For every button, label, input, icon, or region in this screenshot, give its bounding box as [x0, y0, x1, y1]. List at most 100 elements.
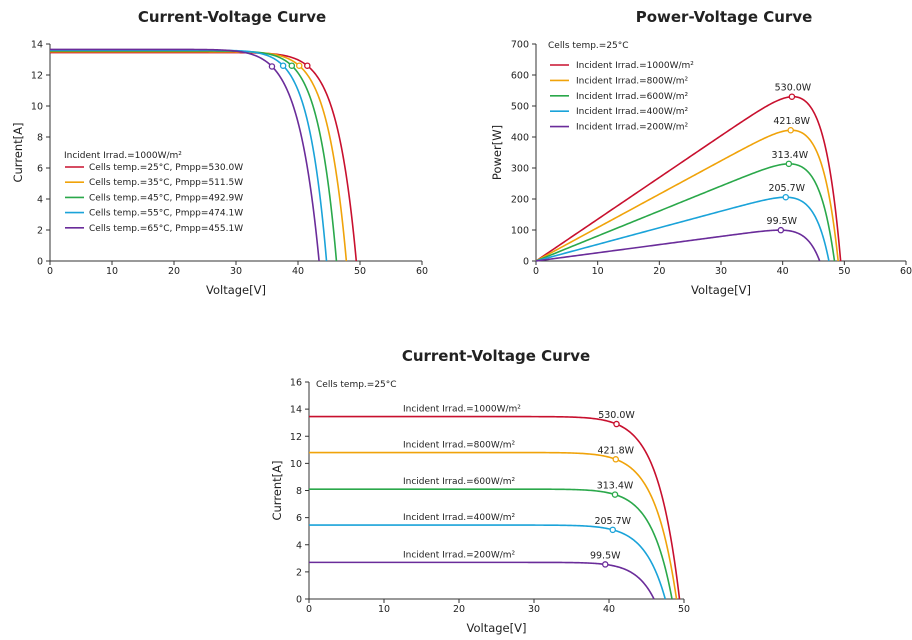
- y-tick-label: 10: [290, 459, 302, 470]
- series-label-5: Incident Irrad.=200W/m²: [403, 550, 516, 560]
- mpp-marker-5: [268, 63, 276, 70]
- x-tick-label: 20: [453, 604, 465, 615]
- x-tick-label: 30: [528, 604, 540, 615]
- series-line-4: [535, 196, 830, 262]
- mpp-marker-3: [288, 62, 296, 69]
- mpp-marker-2: [612, 456, 620, 463]
- legend-title: Incident Irrad.=1000W/m²: [64, 151, 182, 161]
- x-tick-label: 50: [838, 266, 850, 277]
- series-line-3: [535, 163, 836, 262]
- x-tick-label: 50: [678, 604, 690, 615]
- chart3-iv-irradiance: 0 10 20 30 40 50 0 2 4 6 8 10 12 14 16 Voltage[V] Curren…: [270, 378, 690, 636]
- x-tick-label: 0: [47, 266, 53, 277]
- x-axis-label: Voltage[V]: [691, 283, 751, 297]
- y-tick-label: 2: [37, 226, 43, 237]
- x-tick-label: 40: [292, 266, 304, 277]
- chart3-title: Current-Voltage Curve: [401, 347, 591, 365]
- peak-label-2: 421.8W: [773, 116, 810, 127]
- y-tick-label: 4: [37, 195, 43, 206]
- y-tick-label: 200: [511, 195, 529, 206]
- legend-label-4: Cells temp.=55°C, Pmpp=474.1W: [89, 209, 243, 219]
- series-line-1: [535, 95, 842, 262]
- y-axis-label: Current[A]: [11, 122, 25, 182]
- y-tick-label: 12: [31, 71, 43, 82]
- x-tick-label: 40: [603, 604, 615, 615]
- y-tick-label: 8: [37, 133, 43, 144]
- y-tick-label: 0: [523, 257, 529, 268]
- x-tick-label: 50: [354, 266, 366, 277]
- y-tick-label: 2: [296, 567, 302, 578]
- chart2-pv-irradiance: 0 10 20 30 40 50 600100200300400500600700Volta…: [490, 40, 912, 298]
- y-tick-label: 700: [511, 40, 529, 51]
- legend-label-5: Cells temp.=65°C, Pmpp=455.1W: [89, 224, 243, 234]
- y-axis-label: Power[W]: [490, 125, 504, 180]
- legend-label-5: Incident Irrad.=200W/m²: [576, 123, 689, 133]
- mpp-marker-1: [788, 93, 796, 100]
- x-tick-label: 10: [592, 266, 604, 277]
- legend-title: Cells temp.=25°C: [316, 380, 397, 390]
- y-tick-label: 300: [511, 164, 529, 175]
- y-tick-label: 6: [296, 513, 302, 524]
- x-tick-label: 20: [653, 266, 665, 277]
- y-tick-label: 12: [290, 432, 302, 443]
- legend-label-2: Cells temp.=35°C, Pmpp=511.5W: [89, 178, 243, 188]
- x-tick-label: 30: [715, 266, 727, 277]
- mpp-marker-2: [295, 62, 303, 69]
- y-tick-label: 100: [511, 226, 529, 237]
- peak-label-3: 313.4W: [772, 150, 809, 161]
- series-label-3: Incident Irrad.=600W/m²: [403, 477, 516, 487]
- mpp-label-4: 205.7W: [594, 516, 631, 527]
- x-tick-label: 60: [900, 266, 912, 277]
- mpp-marker-1: [613, 420, 620, 428]
- series-label-1: Incident Irrad.=1000W/m²: [403, 405, 521, 415]
- x-tick-label: 10: [106, 266, 118, 277]
- legend-label-2: Incident Irrad.=800W/m²: [576, 76, 689, 86]
- y-tick-label: 14: [290, 405, 302, 416]
- y-tick-label: 400: [511, 133, 529, 144]
- legend-title: Cells temp.=25°C: [548, 41, 629, 51]
- x-tick-label: 0: [306, 604, 312, 615]
- series-line-5: [309, 561, 655, 600]
- mpp-marker-5: [602, 561, 609, 568]
- y-tick-label: 4: [296, 540, 302, 551]
- x-tick-label: 30: [230, 266, 242, 277]
- mpp-label-5: 99.5W: [590, 550, 621, 561]
- series-line-3: [309, 488, 673, 600]
- peak-label-5: 99.5W: [767, 216, 798, 227]
- chart1-legend: Incident Irrad.=1000W/m² Cells temp.=25°C…: [64, 151, 243, 234]
- series-label-4: Incident Irrad.=400W/m²: [403, 513, 516, 523]
- y-tick-label: 10: [31, 102, 43, 113]
- legend-label-3: Cells temp.=45°C, Pmpp=492.9W: [89, 193, 243, 203]
- y-tick-label: 0: [37, 257, 43, 268]
- mpp-label-3: 313.4W: [597, 481, 634, 492]
- y-axis-label: Current[A]: [270, 460, 284, 520]
- y-tick-label: 500: [511, 102, 529, 113]
- series-line-1: [309, 415, 681, 600]
- x-tick-label: 60: [416, 266, 428, 277]
- series-line-5: [50, 48, 320, 262]
- y-tick-label: 8: [296, 486, 302, 497]
- x-tick-label: 0: [533, 266, 539, 277]
- y-tick-label: 16: [290, 378, 302, 389]
- x-axis-label: Voltage[V]: [467, 621, 527, 635]
- legend-label-1: Cells temp.=25°C, Pmpp=530.0W: [89, 163, 243, 173]
- x-tick-label: 40: [777, 266, 789, 277]
- x-tick-label: 10: [378, 604, 390, 615]
- mpp-marker-3: [611, 491, 619, 498]
- y-tick-label: 600: [511, 71, 529, 82]
- mpp-marker-4: [609, 526, 617, 534]
- legend-label-3: Incident Irrad.=600W/m²: [576, 92, 689, 102]
- chart1-iv-temperature: 0 10 20 30 40 50 60 0 2 4 6 8 10 12 14 Voltage[V] Curren…: [11, 40, 428, 298]
- y-tick-label: 14: [31, 40, 43, 51]
- mpp-marker-4: [279, 62, 287, 69]
- series-label-2: Incident Irrad.=800W/m²: [403, 441, 516, 451]
- series-line-2: [535, 129, 839, 262]
- mpp-marker-3: [785, 160, 793, 168]
- x-axis-label: Voltage[V]: [206, 283, 266, 297]
- chart2-legend: Cells temp.=25°C Incident Irrad.=1000W/m²…: [548, 41, 694, 133]
- mpp-marker-4: [782, 193, 790, 201]
- legend-label-4: Incident Irrad.=400W/m²: [576, 107, 689, 117]
- mpp-label-2: 421.8W: [597, 445, 634, 456]
- mpp-marker-1: [304, 62, 311, 69]
